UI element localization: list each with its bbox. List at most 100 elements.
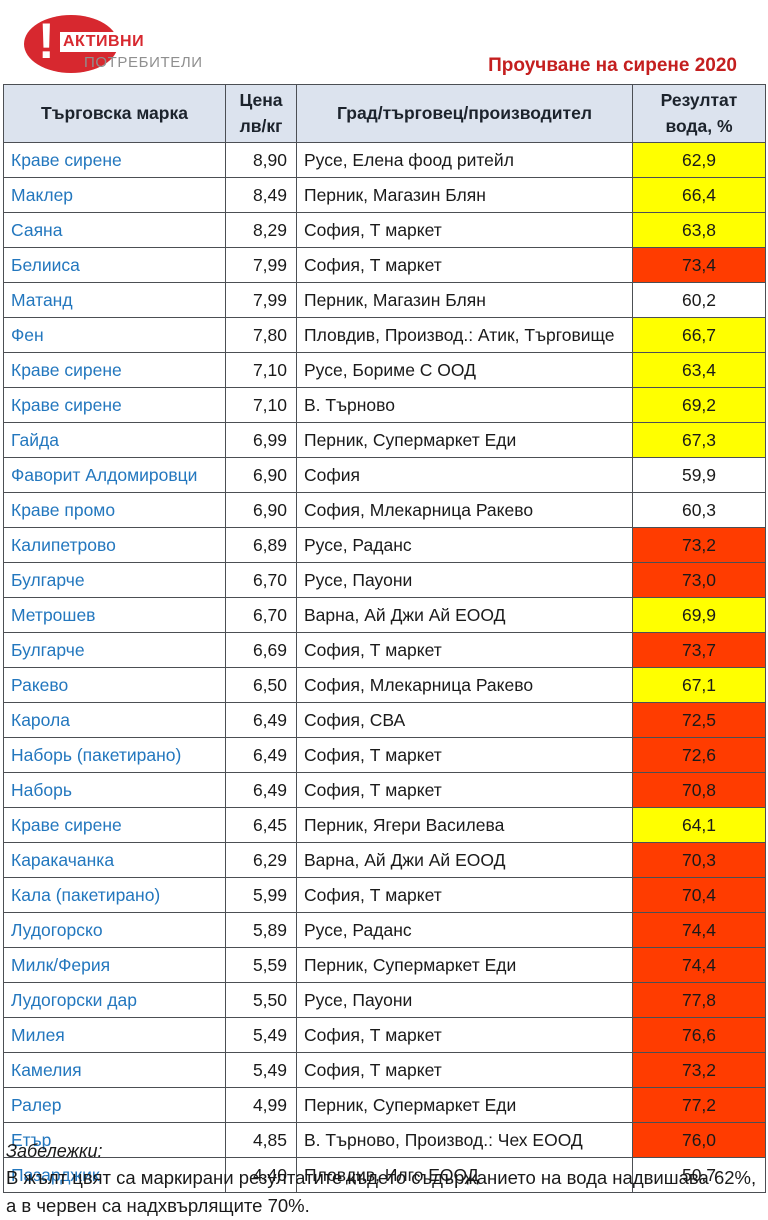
cell-result: 77,8 [632,982,766,1018]
cell-result: 50,7 [632,1157,766,1193]
cell-result: 77,2 [632,1087,766,1123]
cell-source: София, Т маркет [296,212,633,248]
cell-source: В. Търново, Производ.: Чех ЕООД [296,1122,633,1158]
cell-price: 7,99 [225,247,297,283]
cell-price: 8,29 [225,212,297,248]
cell-result: 63,4 [632,352,766,388]
cell-source: Перник, Супермаркет Еди [296,1087,633,1123]
table-row: Метрошев 6,70 Варна, Ай Джи Ай ЕООД 69,9 [3,597,766,633]
logo-text-line1: АКТИВНИ [60,32,148,52]
table-row: Лудогорско 5,89 Русе, Раданс 74,4 [3,912,766,948]
cell-source: София, Т маркет [296,1017,633,1053]
table-row: Етър 4,85 В. Търново, Производ.: Чех ЕОО… [3,1122,766,1158]
cell-source: София, СВА [296,702,633,738]
cell-price: 5,50 [225,982,297,1018]
cell-price: 5,59 [225,947,297,983]
cell-price: 5,49 [225,1017,297,1053]
table-row: Саяна 8,29 София, Т маркет 63,8 [3,212,766,248]
cell-price: 8,49 [225,177,297,213]
cell-result: 70,4 [632,877,766,913]
cell-brand: Карола [3,702,226,738]
cell-result: 67,3 [632,422,766,458]
table-row: Лудогорски дар 5,50 Русе, Пауони 77,8 [3,982,766,1018]
cell-brand: Фен [3,317,226,353]
cell-result: 62,9 [632,142,766,178]
cell-brand: Краве сирене [3,142,226,178]
cell-brand: Ракево [3,667,226,703]
cell-brand: Каракачанка [3,842,226,878]
table-row: Белииса 7,99 София, Т маркет 73,4 [3,247,766,283]
table-row: Кала (пакетирано) 5,99 София, Т маркет 7… [3,877,766,913]
cell-result: 74,4 [632,947,766,983]
cell-price: 7,10 [225,387,297,423]
table-row: Булгарче 6,69 София, Т маркет 73,7 [3,632,766,668]
cell-brand: Милея [3,1017,226,1053]
cell-price: 5,99 [225,877,297,913]
cell-price: 7,10 [225,352,297,388]
cell-result: 73,7 [632,632,766,668]
cell-brand: Милк/Ферия [3,947,226,983]
cell-brand: Наборь [3,772,226,808]
cell-price: 6,49 [225,737,297,773]
cell-brand: Метрошев [3,597,226,633]
cell-source: Перник, Супермаркет Еди [296,422,633,458]
cell-source: Пловдив, Илго ЕООД [296,1157,633,1193]
cell-brand: Лудогорско [3,912,226,948]
cell-source: Варна, Ай Джи Ай ЕООД [296,842,633,878]
table-row: Фен 7,80 Пловдив, Производ.: Атик, Търго… [3,317,766,353]
cell-source: Перник, Супермаркет Еди [296,947,633,983]
cell-price: 6,69 [225,632,297,668]
table-row: Фаворит Алдомировци 6,90 София 59,9 [3,457,766,493]
table-row: Камелия 5,49 София, Т маркет 73,2 [3,1052,766,1088]
cell-result: 72,6 [632,737,766,773]
cell-source: Русе, Елена фоод ритейл [296,142,633,178]
cell-source: Русе, Бориме С ООД [296,352,633,388]
cell-price: 6,45 [225,807,297,843]
cell-brand: Калипетрово [3,527,226,563]
cell-result: 60,3 [632,492,766,528]
cell-price: 6,90 [225,492,297,528]
cell-price: 6,99 [225,422,297,458]
cell-result: 64,1 [632,807,766,843]
header-row: Търговска марка Цена лв/кг Град/търговец… [3,84,766,143]
cell-brand: Матанд [3,282,226,318]
table-header: Търговска марка Цена лв/кг Град/търговец… [3,84,766,143]
cell-price: 5,89 [225,912,297,948]
cell-brand: Саяна [3,212,226,248]
cell-source: Перник, Магазин Блян [296,282,633,318]
cell-brand: Маклер [3,177,226,213]
table-row: Булгарче 6,70 Русе, Пауони 73,0 [3,562,766,598]
column-header-result: Резултат вода, % [632,84,766,143]
table-row: Краве сирене 8,90 Русе, Елена фоод ритей… [3,142,766,178]
cell-source: София, Млекарница Ракево [296,667,633,703]
cell-result: 63,8 [632,212,766,248]
cell-source: Русе, Раданс [296,912,633,948]
cell-source: Русе, Раданс [296,527,633,563]
results-table: Търговска марка Цена лв/кг Град/търговец… [3,84,766,1193]
cell-price: 4,40 [225,1157,297,1193]
table-row: Краве сирене 7,10 Русе, Бориме С ООД 63,… [3,352,766,388]
notes-label: Забележки: [6,1141,103,1161]
cell-result: 73,2 [632,1052,766,1088]
cell-source: София, Т маркет [296,247,633,283]
table-row: Калипетрово 6,89 Русе, Раданс 73,2 [3,527,766,563]
cell-result: 69,9 [632,597,766,633]
cell-price: 6,29 [225,842,297,878]
logo: ! АКТИВНИ ПОТРЕБИТЕЛИ [24,13,224,76]
notes: Забележки: В жълт цвят са маркирани резу… [6,1138,762,1220]
cell-result: 69,2 [632,387,766,423]
cell-result: 70,8 [632,772,766,808]
cell-source: Варна, Ай Джи Ай ЕООД [296,597,633,633]
table-row: Гайда 6,99 Перник, Супермаркет Еди 67,3 [3,422,766,458]
cell-price: 6,49 [225,702,297,738]
cell-price: 7,99 [225,282,297,318]
table-row: Милея 5,49 София, Т маркет 76,6 [3,1017,766,1053]
cell-source: София, Т маркет [296,1052,633,1088]
column-header-source: Град/търговец/производител [296,84,633,143]
cell-price: 6,90 [225,457,297,493]
table-row: Каракачанка 6,29 Варна, Ай Джи Ай ЕООД 7… [3,842,766,878]
cell-source: В. Търново [296,387,633,423]
cell-source: София [296,457,633,493]
cell-brand: Фаворит Алдомировци [3,457,226,493]
cell-brand: Гайда [3,422,226,458]
